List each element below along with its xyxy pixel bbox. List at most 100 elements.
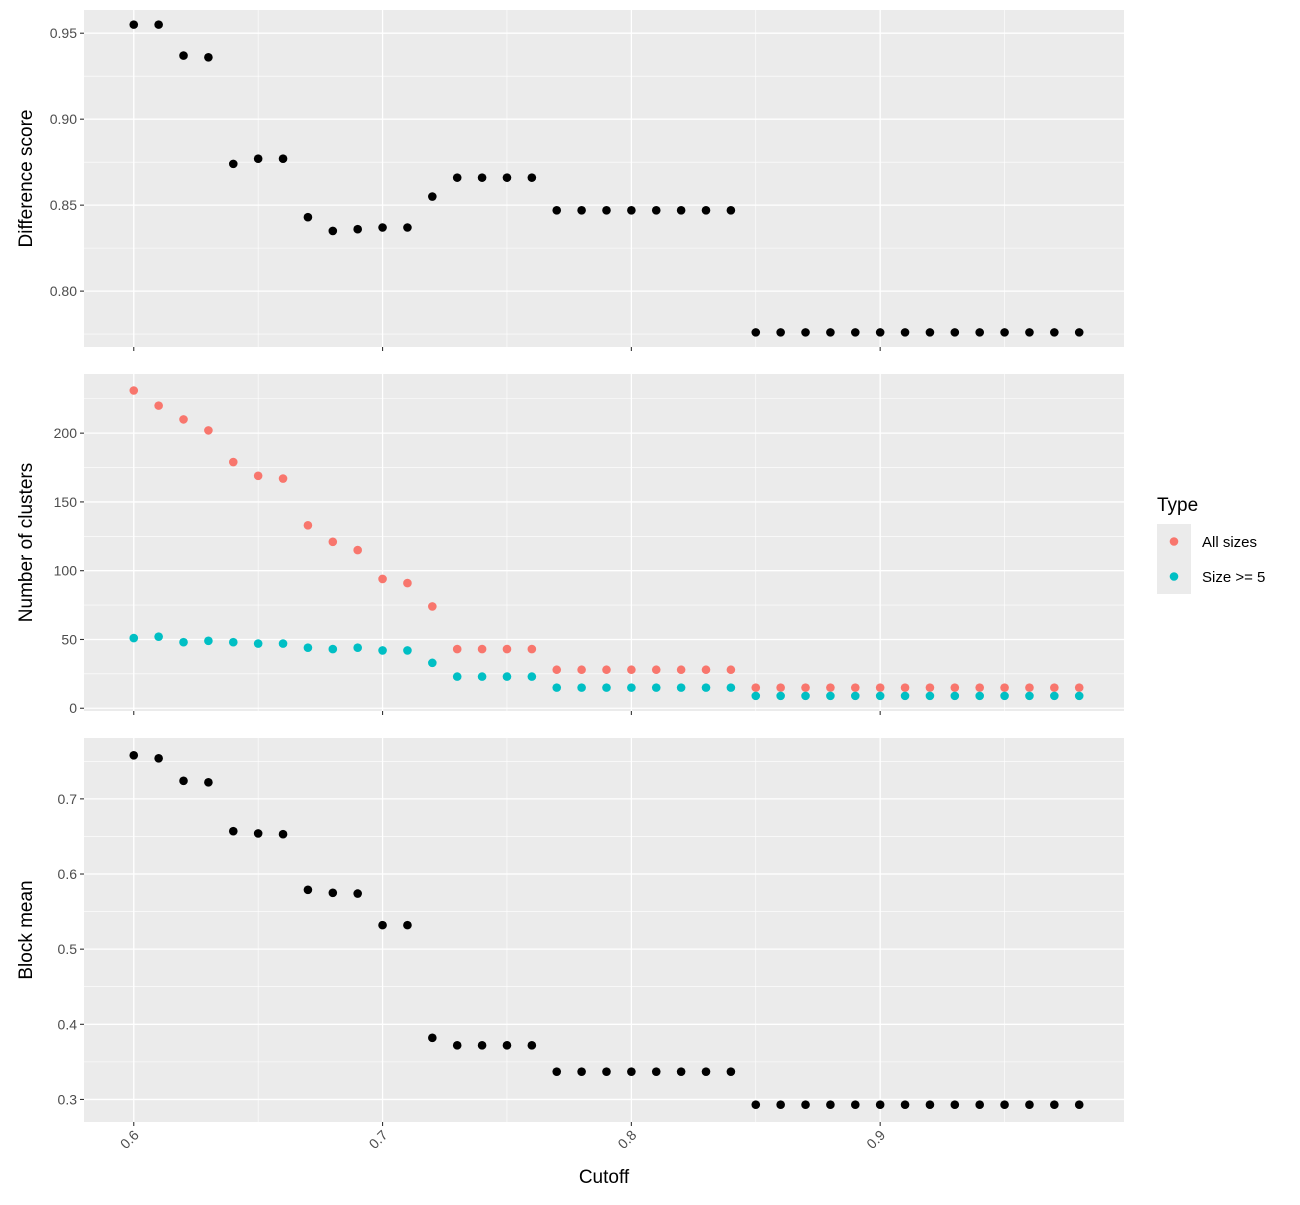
y-tick-label: 0.85 bbox=[50, 197, 77, 213]
data-point bbox=[900, 691, 910, 701]
data-point bbox=[651, 665, 661, 675]
data-point bbox=[726, 683, 736, 692]
x-tick-label: 0.8 bbox=[614, 1127, 639, 1152]
y-tick-label: 150 bbox=[54, 494, 78, 510]
data-point bbox=[303, 521, 313, 530]
y-tick-label: 200 bbox=[54, 425, 78, 441]
legend-title: Type bbox=[1157, 495, 1198, 516]
data-point bbox=[1074, 1100, 1084, 1110]
data-point bbox=[776, 691, 785, 701]
data-point bbox=[801, 1100, 810, 1110]
data-point bbox=[751, 328, 761, 337]
data-point bbox=[278, 154, 288, 164]
data-point bbox=[129, 633, 139, 643]
x-tick-label: 0.6 bbox=[117, 1127, 142, 1152]
x-axis-title: Cutoff bbox=[579, 1167, 630, 1188]
data-point bbox=[278, 639, 288, 648]
data-point bbox=[129, 20, 139, 29]
y-tick-label: 0.3 bbox=[58, 1091, 78, 1107]
data-point bbox=[154, 632, 163, 642]
data-point bbox=[527, 644, 537, 654]
data-point bbox=[975, 1100, 984, 1110]
data-point bbox=[925, 683, 935, 692]
data-point bbox=[826, 328, 835, 337]
data-point bbox=[303, 885, 313, 895]
data-point bbox=[577, 1067, 586, 1076]
data-point bbox=[477, 644, 487, 654]
data-point bbox=[552, 665, 562, 675]
data-point bbox=[627, 683, 636, 692]
x-tick-label: 0.9 bbox=[863, 1127, 888, 1152]
data-point bbox=[602, 1067, 611, 1076]
data-point bbox=[204, 52, 213, 62]
legend-key-dot bbox=[1169, 572, 1179, 581]
data-point bbox=[900, 1100, 910, 1110]
y-tick-label: 0 bbox=[69, 700, 77, 716]
data-point bbox=[278, 474, 288, 483]
data-point bbox=[452, 672, 462, 681]
data-point bbox=[975, 328, 984, 337]
data-point bbox=[850, 683, 860, 692]
data-point bbox=[875, 691, 885, 701]
data-point bbox=[627, 1067, 636, 1076]
y-tick-label: 0.5 bbox=[58, 941, 78, 957]
y-tick-label: 0.4 bbox=[58, 1016, 78, 1032]
data-point bbox=[651, 1067, 661, 1076]
data-point bbox=[353, 643, 362, 653]
data-point bbox=[900, 328, 910, 337]
data-point bbox=[726, 1067, 736, 1076]
data-point bbox=[577, 683, 586, 692]
data-point bbox=[253, 639, 263, 648]
data-point bbox=[527, 173, 537, 182]
data-point bbox=[527, 672, 537, 681]
data-point bbox=[552, 206, 562, 215]
panel-background bbox=[84, 738, 1124, 1122]
data-point bbox=[801, 691, 810, 701]
data-point bbox=[1025, 1100, 1034, 1110]
data-point bbox=[1074, 683, 1084, 692]
data-point bbox=[378, 223, 387, 232]
data-point bbox=[602, 665, 611, 675]
data-point bbox=[627, 206, 636, 215]
data-point bbox=[850, 328, 860, 337]
data-point bbox=[850, 691, 860, 701]
data-point bbox=[452, 644, 462, 654]
data-point bbox=[378, 920, 387, 930]
data-point bbox=[179, 637, 188, 647]
data-point bbox=[278, 829, 288, 839]
data-point bbox=[204, 426, 213, 435]
data-point bbox=[627, 665, 636, 675]
panel-background bbox=[84, 374, 1124, 711]
data-point bbox=[577, 206, 586, 215]
data-point bbox=[403, 920, 412, 930]
data-point bbox=[1050, 328, 1059, 337]
data-point bbox=[726, 665, 736, 675]
data-point bbox=[1000, 1100, 1009, 1110]
data-point bbox=[428, 1033, 437, 1043]
data-point bbox=[651, 206, 661, 215]
data-point bbox=[552, 683, 562, 692]
data-point bbox=[477, 1041, 487, 1050]
data-point bbox=[303, 212, 313, 222]
data-point bbox=[204, 636, 213, 646]
x-tick-label: 0.7 bbox=[366, 1127, 391, 1152]
data-point bbox=[676, 1067, 686, 1076]
data-point bbox=[577, 665, 586, 675]
data-point bbox=[751, 691, 761, 701]
data-point bbox=[1050, 691, 1059, 701]
y-tick-label: 0.80 bbox=[50, 283, 77, 299]
data-point bbox=[428, 658, 437, 668]
y-tick-label: 100 bbox=[54, 563, 78, 579]
data-point bbox=[726, 206, 736, 215]
data-point bbox=[950, 683, 960, 692]
data-point bbox=[925, 691, 935, 701]
data-point bbox=[403, 646, 412, 655]
legend-key-dot bbox=[1169, 537, 1179, 546]
data-point bbox=[801, 683, 810, 692]
data-point bbox=[826, 691, 835, 701]
data-point bbox=[502, 173, 512, 182]
data-point bbox=[1050, 1100, 1059, 1110]
data-point bbox=[353, 889, 362, 898]
y-tick-label: 0.90 bbox=[50, 111, 77, 127]
